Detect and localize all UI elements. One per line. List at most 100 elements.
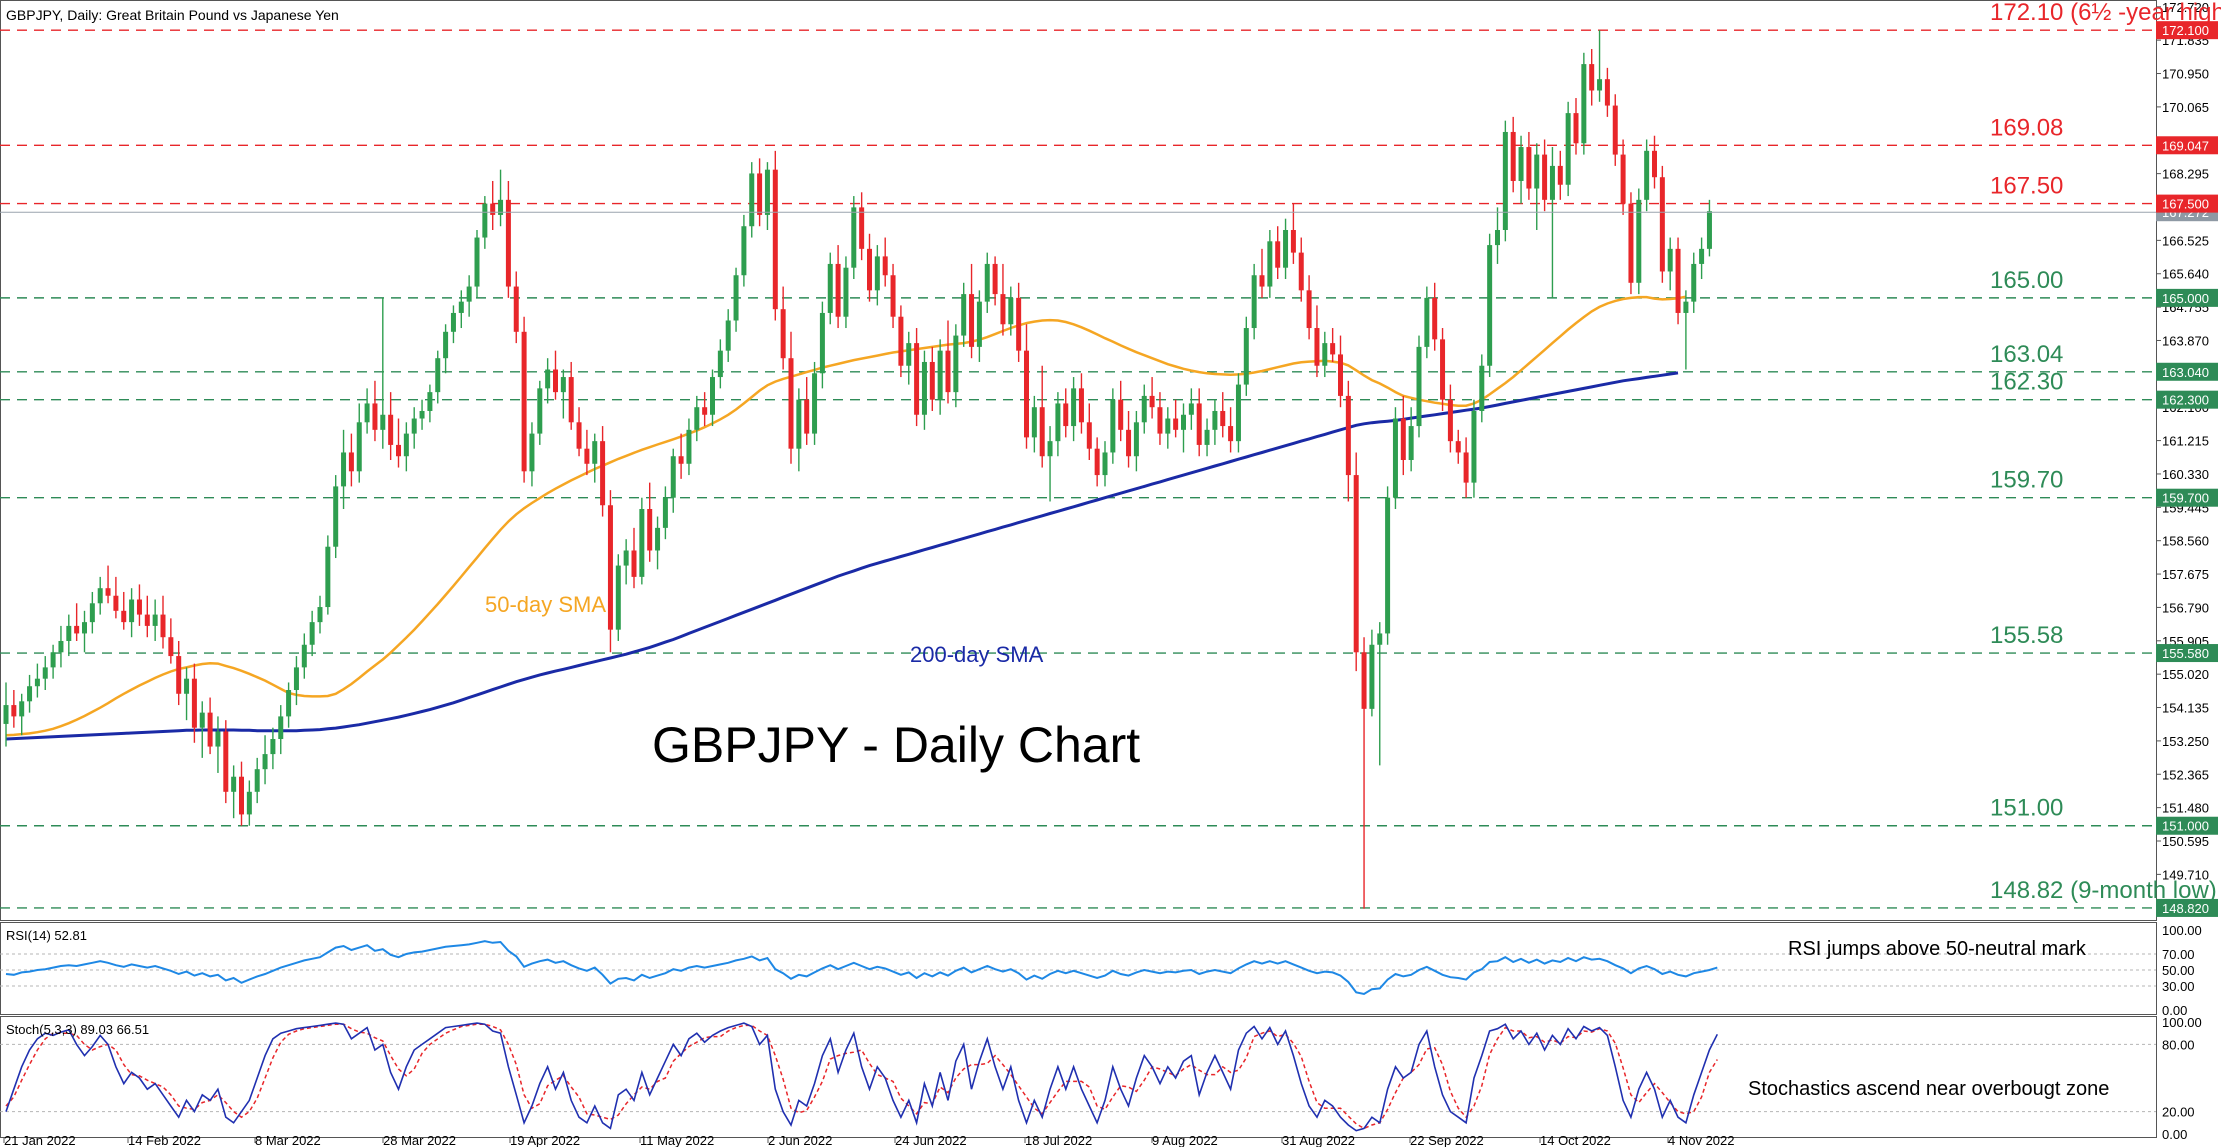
candle-body-41 (325, 546, 331, 608)
candle-body-38 (301, 644, 307, 668)
candle-body-118 (929, 361, 935, 400)
candle-body-98 (772, 169, 778, 310)
x-tick-label-2: 8 Mar 2022 (255, 1133, 321, 1147)
y-tick-label-22: 153.250 (2162, 734, 2209, 749)
candle-body-196 (1542, 154, 1548, 200)
candle-body-153 (1204, 429, 1210, 445)
level-tag-label-5: 162.300 (2162, 393, 2209, 408)
candle-body-14 (113, 595, 119, 611)
candle-body-145 (1141, 395, 1147, 423)
candle-body-77 (607, 505, 613, 630)
candle-body-120 (945, 350, 951, 393)
candle-body-46 (364, 403, 370, 423)
candle-body-9 (74, 625, 80, 634)
rsi-panel-frame (0, 922, 2157, 1015)
candle-body-195 (1534, 154, 1540, 189)
candle-body-51 (403, 433, 409, 457)
candle-body-159 (1251, 275, 1257, 329)
level-text-2: 167.50 (1990, 173, 2063, 200)
candle-body-55 (435, 358, 441, 393)
candle-body-18 (144, 614, 150, 626)
candle-body-24 (191, 678, 197, 728)
stoch-panel-frame (0, 1016, 2157, 1138)
candle-body-164 (1290, 230, 1296, 253)
level-text-7: 155.58 (1990, 622, 2063, 649)
rsi-tick-label-4: 0.00 (2162, 1003, 2187, 1018)
stoch-tick-label-0: 100.00 (2162, 1015, 2202, 1030)
candle-body-115 (906, 343, 912, 366)
candle-body-129 (1016, 297, 1022, 351)
candle-body-209 (1644, 150, 1650, 200)
candle-body-149 (1173, 418, 1179, 430)
candle-body-112 (882, 256, 888, 276)
candle-body-20 (160, 614, 166, 638)
candle-body-0 (3, 705, 9, 724)
candle-body-175 (1377, 633, 1383, 645)
candle-body-126 (992, 263, 998, 295)
candle-body-104 (819, 312, 825, 374)
candle-body-96 (757, 173, 763, 215)
candle-body-142 (1118, 399, 1124, 430)
candle-body-174 (1369, 644, 1375, 709)
rsi-tick-label-1: 70.00 (2162, 947, 2195, 962)
candle-body-143 (1126, 429, 1132, 457)
candle-body-76 (600, 441, 606, 506)
candle-body-117 (921, 361, 927, 415)
candle-body-121 (953, 335, 959, 393)
x-tick-label-12: 14 Oct 2022 (1540, 1133, 1611, 1147)
candle-body-103 (812, 373, 818, 434)
level-tag-label-9: 148.820 (2162, 901, 2209, 916)
level-text-3: 165.00 (1990, 267, 2063, 294)
level-tag-label-3: 165.000 (2162, 291, 2209, 306)
candle-body-108 (851, 207, 857, 268)
x-tick-label-3: 28 Mar 2022 (383, 1133, 456, 1147)
candle-body-91 (717, 350, 723, 378)
candle-body-116 (914, 343, 920, 415)
candle-body-137 (1078, 388, 1084, 423)
candle-body-130 (1024, 350, 1029, 438)
level-tag-label-0: 172.100 (2162, 23, 2209, 38)
rsi-tick-label-2: 50.00 (2162, 963, 2195, 978)
candle-body-40 (317, 607, 323, 623)
level-text-4: 163.04 (1990, 341, 2063, 368)
candle-body-161 (1267, 241, 1273, 287)
candle-body-34 (270, 739, 276, 755)
candle-body-190 (1495, 230, 1500, 246)
y-tick-label-3: 170.065 (2162, 100, 2209, 115)
y-tick-label-24: 151.480 (2162, 801, 2209, 816)
candle-body-188 (1479, 365, 1485, 411)
x-tick-label-8: 18 Jul 2022 (1025, 1133, 1092, 1147)
y-tick-label-14: 160.330 (2162, 467, 2209, 482)
candle-body-180 (1416, 346, 1422, 427)
candle-body-107 (843, 267, 849, 317)
candle-body-208 (1636, 199, 1642, 283)
candle-body-87 (686, 429, 692, 464)
candle-body-70 (553, 369, 558, 393)
candle-body-217 (1706, 211, 1712, 249)
candle-body-48 (380, 414, 386, 430)
x-tick-label-5: 11 May 2022 (640, 1133, 714, 1147)
candle-body-140 (1102, 452, 1108, 476)
candle-body-125 (984, 263, 990, 302)
x-tick-label-1: 14 Feb 2022 (128, 1133, 201, 1147)
candle-body-170 (1338, 354, 1343, 396)
candle-body-25 (199, 712, 205, 728)
candle-body-82 (647, 509, 653, 551)
level-tag-label-8: 151.000 (2162, 819, 2209, 834)
y-tick-label-7: 166.525 (2162, 233, 2209, 248)
candle-body-183 (1440, 339, 1446, 400)
candle-body-204 (1604, 79, 1610, 106)
candle-body-54 (427, 392, 433, 411)
level-text-0: 172.10 (6½ -year high) (1990, 0, 2221, 26)
rsi-annotation: RSI jumps above 50-neutral mark (1788, 938, 2087, 960)
sma200-line (5, 371, 1679, 741)
level-text-8: 151.00 (1990, 795, 2063, 822)
candle-body-56 (443, 331, 449, 359)
y-tick-label-16: 158.560 (2162, 534, 2209, 549)
candle-body-203 (1597, 79, 1603, 91)
price-panel-frame (0, 0, 2157, 921)
candle-body-105 (827, 263, 833, 313)
candle-body-119 (937, 350, 943, 400)
candle-body-4 (34, 678, 40, 687)
candle-body-213 (1675, 248, 1681, 313)
